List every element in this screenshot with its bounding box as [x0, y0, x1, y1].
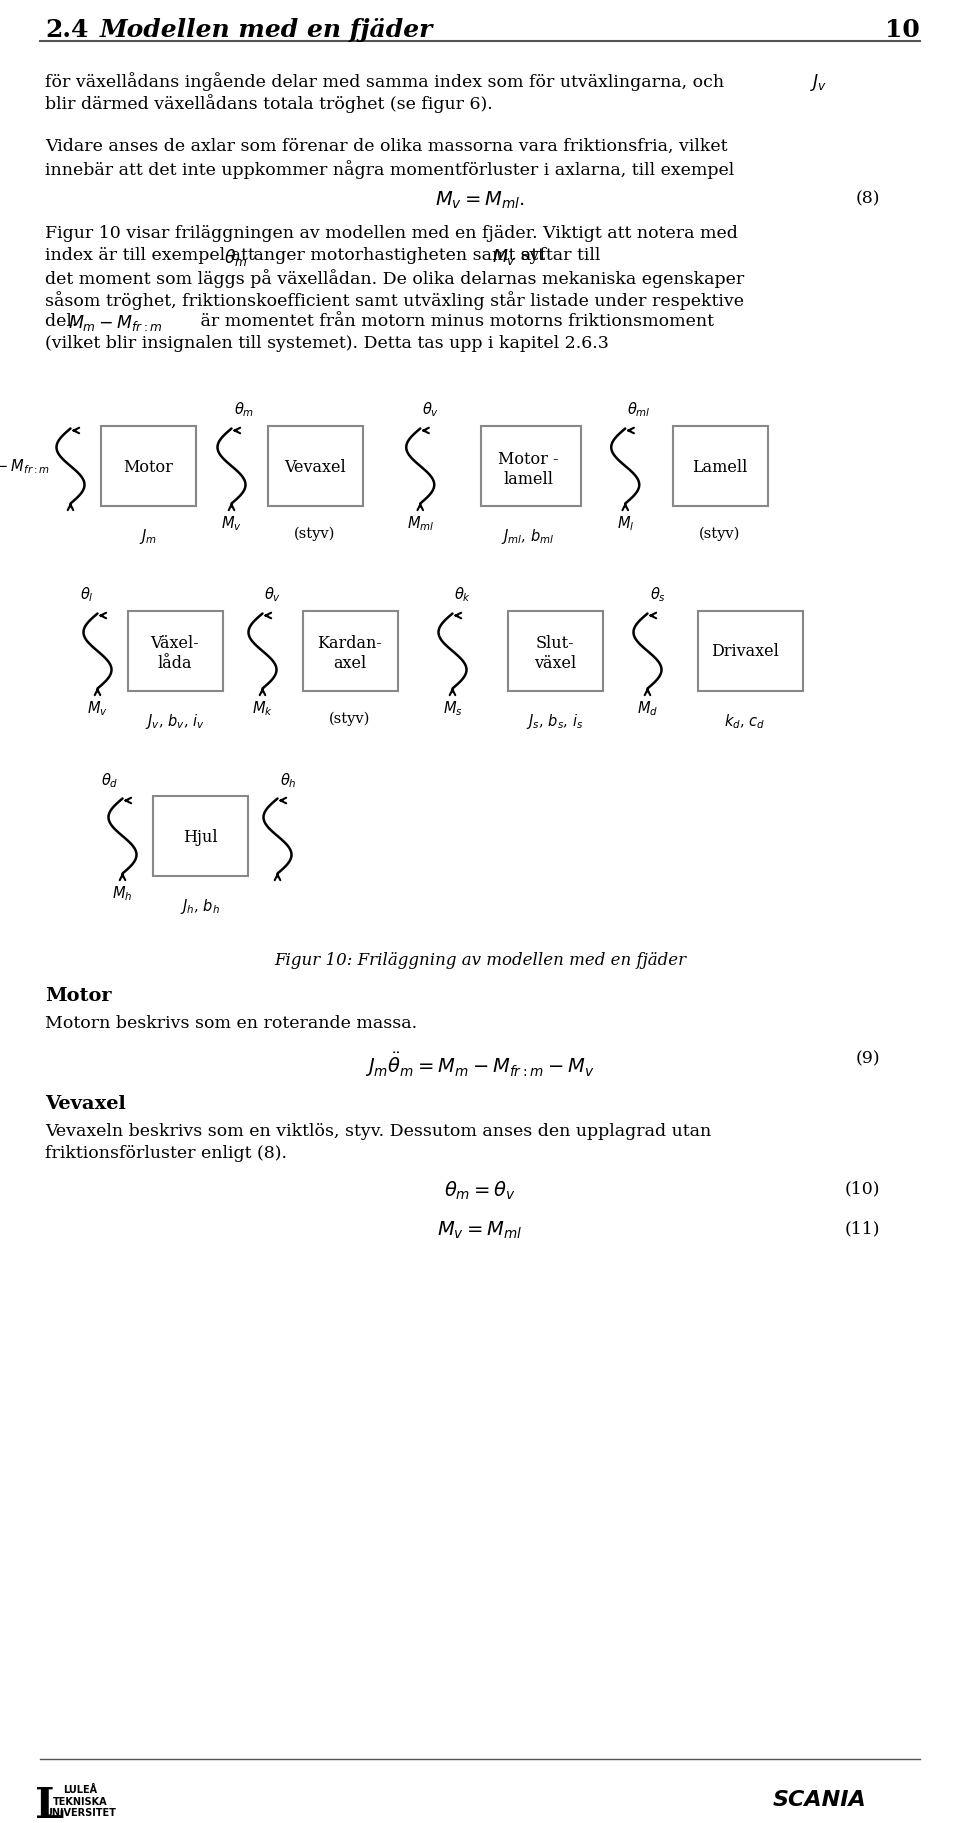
Text: $\theta_s$: $\theta_s$	[650, 585, 665, 603]
Text: $M_{ml}$: $M_{ml}$	[406, 514, 434, 532]
Text: $M_l$: $M_l$	[616, 514, 634, 532]
Text: (10): (10)	[845, 1179, 880, 1196]
Text: Hjul: Hjul	[182, 828, 217, 846]
Text: Motor: Motor	[123, 458, 173, 476]
Text: Motor -: Motor -	[497, 450, 559, 467]
Text: 2.4: 2.4	[45, 18, 88, 42]
Text: innebär att det inte uppkommer några momentförluster i axlarna, till exempel: innebär att det inte uppkommer några mom…	[45, 160, 734, 179]
Text: $\theta_d$: $\theta_d$	[101, 771, 118, 789]
Text: $M_v$: $M_v$	[221, 514, 242, 532]
Bar	[268, 427, 363, 507]
Text: (styv): (styv)	[295, 527, 336, 541]
Text: $J_s$, $b_s$, $i_s$: $J_s$, $b_s$, $i_s$	[526, 711, 584, 731]
Text: är momentet från motorn minus motorns friktionsmoment: är momentet från motorn minus motorns fr…	[195, 314, 714, 330]
Text: $\theta_h$: $\theta_h$	[279, 771, 297, 789]
Text: (vilket blir insignalen till systemet). Detta tas upp i kapitel 2.6.3: (vilket blir insignalen till systemet). …	[45, 335, 609, 352]
Text: (styv): (styv)	[329, 711, 371, 726]
Bar	[673, 427, 767, 507]
Text: Figur 10 visar friläggningen av modellen med en fjäder. Viktigt att notera med: Figur 10 visar friläggningen av modellen…	[45, 224, 738, 242]
Text: blir därmed växellådans totala tröghet (se figur 6).: blir därmed växellådans totala tröghet (…	[45, 95, 492, 113]
Text: Vevaxel: Vevaxel	[284, 458, 346, 476]
Text: $\theta_k$: $\theta_k$	[454, 585, 471, 603]
Text: växel: växel	[534, 654, 576, 673]
Bar	[481, 427, 581, 507]
Text: $M_v$: $M_v$	[492, 246, 516, 266]
Text: $J_m\ddot{\theta}_m = M_m - M_{fr:m} - M_v$: $J_m\ddot{\theta}_m = M_m - M_{fr:m} - M…	[366, 1050, 594, 1079]
Text: $J_v$: $J_v$	[810, 71, 828, 93]
Text: $\theta_m$: $\theta_m$	[224, 246, 248, 268]
Text: lamell: lamell	[503, 470, 553, 487]
Text: för växellådans ingående delar med samma index som för utväxlingarna, och: för växellådans ingående delar med samma…	[45, 71, 730, 91]
Bar	[153, 797, 248, 877]
Text: L: L	[36, 1785, 64, 1823]
Text: $M_v = M_{ml}$: $M_v = M_{ml}$	[438, 1220, 522, 1241]
Text: $\theta_{ml}$: $\theta_{ml}$	[627, 401, 651, 419]
Text: $k_d$, $c_d$: $k_d$, $c_d$	[725, 711, 766, 731]
Text: Drivaxel: Drivaxel	[711, 644, 779, 660]
Text: syftar till: syftar till	[515, 246, 600, 264]
Text: Modellen med en fjäder: Modellen med en fjäder	[100, 18, 433, 42]
Text: axel: axel	[333, 654, 367, 673]
Text: Vevaxel: Vevaxel	[45, 1094, 126, 1112]
Bar	[302, 613, 397, 691]
Text: $M_h$: $M_h$	[112, 884, 132, 902]
Text: LULEÅ
TEKNISKA
UNIVERSITET: LULEÅ TEKNISKA UNIVERSITET	[44, 1785, 116, 1818]
Text: $M_v = M_{ml}.$: $M_v = M_{ml}.$	[435, 190, 525, 211]
Text: $\theta_m$: $\theta_m$	[233, 401, 253, 419]
Text: Motorn beskrivs som en roterande massa.: Motorn beskrivs som en roterande massa.	[45, 1014, 418, 1032]
Text: friktionsförluster enligt (8).: friktionsförluster enligt (8).	[45, 1145, 287, 1161]
Text: Växel-: Växel-	[151, 634, 200, 653]
Text: $M_v$: $M_v$	[87, 698, 108, 718]
Bar	[101, 427, 196, 507]
Text: Vidare anses de axlar som förenar de olika massorna vara friktionsfria, vilket: Vidare anses de axlar som förenar de oli…	[45, 139, 728, 155]
Text: Figur 10: Friläggning av modellen med en fjäder: Figur 10: Friläggning av modellen med en…	[274, 952, 686, 968]
Text: (9): (9)	[855, 1050, 880, 1066]
Text: $M_d$: $M_d$	[636, 698, 659, 718]
Text: $J_m$: $J_m$	[139, 527, 157, 545]
Bar	[698, 613, 803, 691]
Text: $\theta_v$: $\theta_v$	[265, 585, 281, 603]
Text: anger motorhastigheten samt att: anger motorhastigheten samt att	[248, 246, 550, 264]
Text: Motor: Motor	[45, 986, 111, 1004]
Bar	[508, 613, 603, 691]
Text: Slut-: Slut-	[536, 634, 574, 653]
Text: SCANIA: SCANIA	[773, 1788, 867, 1808]
Text: $M_s$: $M_s$	[443, 698, 463, 718]
Bar	[128, 613, 223, 691]
Text: 10: 10	[885, 18, 920, 42]
Text: $M_m - M_{fr:m}$: $M_m - M_{fr:m}$	[0, 458, 51, 476]
Text: såsom tröghet, friktionskoefficient samt utväxling står listade under respektive: såsom tröghet, friktionskoefficient samt…	[45, 292, 744, 310]
Text: (8): (8)	[855, 190, 880, 206]
Text: $\theta_v$: $\theta_v$	[422, 401, 440, 419]
Text: det moment som läggs på växellådan. De olika delarnas mekaniska egenskaper: det moment som läggs på växellådan. De o…	[45, 268, 744, 288]
Text: $M_m - M_{fr:m}$: $M_m - M_{fr:m}$	[68, 314, 163, 334]
Text: Kardan-: Kardan-	[318, 634, 382, 653]
Text: (styv): (styv)	[699, 527, 741, 541]
Text: Lamell: Lamell	[692, 458, 748, 476]
Text: (11): (11)	[845, 1220, 880, 1236]
Text: $\theta_l$: $\theta_l$	[80, 585, 93, 603]
Text: index är till exempel att: index är till exempel att	[45, 246, 260, 264]
Text: del.: del.	[45, 314, 83, 330]
Text: $J_{ml}$, $b_{ml}$: $J_{ml}$, $b_{ml}$	[501, 527, 555, 545]
Text: $M_k$: $M_k$	[252, 698, 273, 718]
Text: $J_h$, $b_h$: $J_h$, $b_h$	[180, 897, 220, 915]
Text: Vevaxeln beskrivs som en viktlös, styv. Dessutom anses den upplagrad utan: Vevaxeln beskrivs som en viktlös, styv. …	[45, 1123, 711, 1139]
Text: $J_v$, $b_v$, $i_v$: $J_v$, $b_v$, $i_v$	[145, 711, 204, 731]
Text: $\theta_m = \theta_v$: $\theta_m = \theta_v$	[444, 1179, 516, 1201]
Text: låda: låda	[157, 654, 192, 673]
